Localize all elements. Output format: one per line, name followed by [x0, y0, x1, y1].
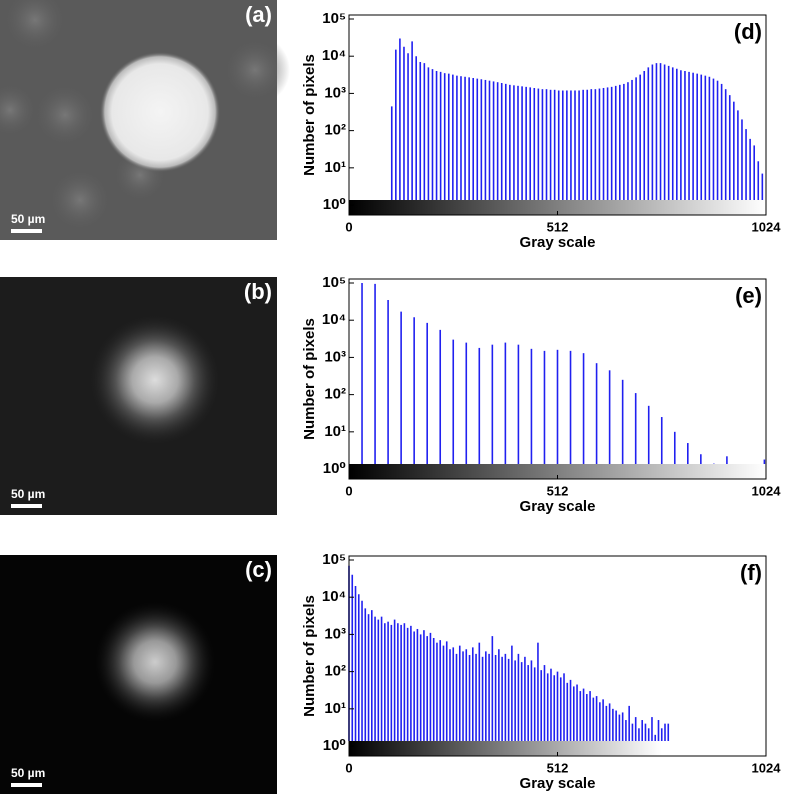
x-tick-label: 512 — [547, 483, 569, 498]
x-tick-label: 0 — [345, 483, 352, 498]
x-tick-label: 512 — [547, 760, 569, 775]
image-c — [0, 555, 277, 794]
x-tick-label: 1024 — [752, 483, 782, 498]
x-tick-label: 0 — [345, 219, 352, 234]
x-tick-label: 512 — [547, 219, 569, 234]
y-tick-label: 10³ — [324, 348, 346, 365]
y-tick-label: 10⁵ — [322, 551, 346, 568]
y-tick-label: 10⁰ — [323, 737, 346, 754]
y-tick-label: 10⁵ — [322, 10, 346, 27]
y-tick-label: 10⁴ — [322, 311, 346, 328]
scale-bar — [11, 783, 42, 787]
panel-label: (c) — [245, 557, 272, 582]
x-tick-label: 1024 — [752, 219, 782, 234]
y-tick-label: 10⁴ — [322, 47, 346, 64]
y-tick-label: 10³ — [324, 84, 346, 101]
y-tick-label: 10¹ — [324, 159, 346, 176]
scale-bar-label: 50 µm — [11, 766, 45, 780]
y-tick-label: 10¹ — [324, 700, 346, 717]
x-axis-label: Gray scale — [520, 498, 596, 515]
panel-label: (f) — [740, 560, 762, 585]
gray-colorbar — [349, 464, 766, 479]
gray-colorbar — [349, 741, 766, 756]
scale-bar-label: 50 µm — [11, 212, 45, 226]
x-tick-label: 0 — [345, 760, 352, 775]
y-tick-label: 10¹ — [324, 423, 346, 440]
y-axis-label: Number of pixels — [301, 318, 318, 440]
gray-colorbar — [349, 200, 766, 215]
y-tick-label: 10⁵ — [322, 274, 346, 291]
panel-label: (d) — [734, 19, 762, 44]
y-tick-label: 10² — [324, 663, 346, 680]
y-tick-label: 10⁰ — [323, 196, 346, 213]
y-tick-label: 10⁰ — [323, 460, 346, 477]
y-tick-label: 10² — [324, 386, 346, 403]
scale-bar-label: 50 µm — [11, 487, 45, 501]
x-tick-label: 1024 — [752, 760, 782, 775]
x-axis-label: Gray scale — [520, 234, 596, 251]
y-axis-label: Number of pixels — [301, 595, 318, 717]
image-b — [0, 277, 277, 515]
scale-bar — [11, 504, 42, 508]
panel-label: (a) — [245, 2, 272, 27]
y-tick-label: 10³ — [324, 625, 346, 642]
panel-label: (b) — [244, 279, 272, 304]
panel-label: (e) — [735, 283, 762, 308]
y-tick-label: 10² — [324, 122, 346, 139]
x-axis-label: Gray scale — [520, 775, 596, 792]
scale-bar — [11, 229, 42, 233]
image-a — [0, 0, 290, 240]
y-axis-label: Number of pixels — [301, 54, 318, 176]
y-tick-label: 10⁴ — [322, 588, 346, 605]
